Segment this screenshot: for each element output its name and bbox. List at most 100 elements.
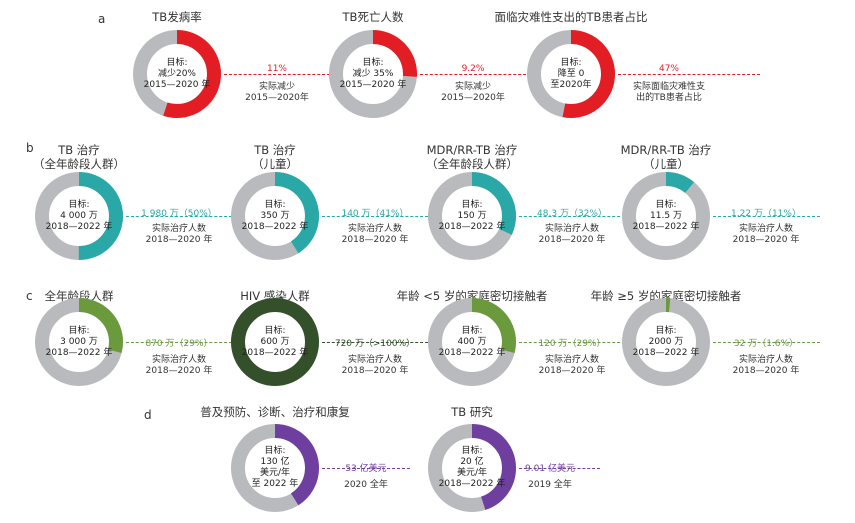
ring-svg [428, 298, 516, 386]
ring-title-text: HIV 感染人群 [240, 289, 310, 303]
actual-description-label: 实际治疗人数 2018—2020 年 [706, 355, 826, 377]
actual-value-label: 120 万（29%） [538, 339, 606, 349]
actual-label-line: 2019 全年 [528, 480, 572, 490]
dashed-connector [519, 468, 600, 469]
actual-description-label: 实际治疗人数 2018—2020 年 [315, 355, 435, 377]
target-line: 2015—2020 年 [143, 79, 211, 90]
ring-title: HIV 感染人群 [165, 289, 385, 303]
actual-value-label: 32 万（1.6%） [733, 339, 799, 349]
actual-label-line: 2018—2020 年 [538, 366, 606, 376]
actual-value-label: 1 980 万（50%） [141, 209, 217, 219]
progress-ring: 目标: 600 万 2018—2022 年 [231, 298, 319, 386]
actual-description-label: 2019 全年 [490, 480, 610, 491]
ring-progress-arc [231, 298, 319, 386]
actual-label-line: 2018—2020 年 [732, 366, 800, 376]
actual-label-line: 2020 全年 [344, 480, 388, 490]
target-line: 目标: [461, 325, 483, 336]
target-line: 2018—2022 年 [632, 347, 700, 358]
target-line: 减少20% [157, 68, 196, 79]
ring-progress-arc [428, 298, 516, 386]
target-line: 2015—2020 年 [339, 79, 407, 90]
ring-title: MDR/RR-TB 治疗 （全年龄段人群） [362, 143, 582, 171]
actual-label-line: 实际治疗人数 [151, 355, 206, 365]
dashed-connector [519, 216, 625, 217]
ring-title-text: TB 治疗 [254, 143, 296, 157]
ring-title: 年龄 <5 岁的家庭密切接触者 [362, 289, 582, 303]
target-line: 美元/年 [456, 468, 488, 478]
progress-ring: 目标: 3 000 万 2018—2022 年 [35, 298, 123, 386]
target-line: 目标: [68, 199, 90, 210]
ring-target-text: 目标: 3 000 万 2018—2022 年 [35, 298, 123, 386]
progress-ring: 目标: 减少20% 2015—2020 年 [133, 30, 221, 118]
target-line: 2018—2022 年 [438, 347, 506, 358]
actual-label-line: 2018—2020 年 [341, 366, 409, 376]
actual-label-line: 2018—2020 年 [145, 235, 213, 245]
target-line: 11.5 万 [650, 210, 682, 221]
target-line: 至 2022 年 [251, 479, 299, 489]
progress-ring: 目标: 400 万 2018—2022 年 [428, 298, 516, 386]
ring-target-text: 目标: 20 亿美元/年 2018—2022 年 [428, 424, 516, 512]
ring-progress-arc [622, 172, 710, 260]
ring-title: 普及预防、诊断、治疗和康复 [165, 405, 385, 419]
actual-label-line: 实际治疗人数 [347, 355, 402, 365]
dashed-connector [713, 342, 820, 343]
actual-description-label: 实际减少 2015—2020年 [217, 82, 337, 104]
ring-target-text: 目标: 11.5 万 2018—2022 年 [622, 172, 710, 260]
ring-title-text: 面临灾难性支出的TB患者占比 [494, 10, 648, 24]
actual-label-line: 实际面临灾难性支 [632, 82, 705, 92]
actual-value-label: 9.2% [461, 64, 485, 74]
ring-target-text: 目标: 减少20% 2015—2020 年 [133, 30, 221, 118]
target-line: 目标: [655, 199, 677, 210]
actual-label-line: 实际治疗人数 [738, 224, 793, 234]
ring-svg [231, 172, 319, 260]
ring-svg [622, 172, 710, 260]
ring-subtitle-text: （全年龄段人群） [426, 157, 518, 171]
ring-progress-arc [527, 30, 615, 118]
ring-title-text: 全年龄段人群 [44, 289, 114, 303]
target-line: 目标: [560, 57, 582, 68]
ring-title-text: 普及预防、诊断、治疗和康复 [200, 405, 350, 419]
target-line: 目标: [461, 446, 483, 456]
actual-description-label: 实际治疗人数 2018—2020 年 [119, 355, 239, 377]
target-line: 2000 万 [648, 336, 684, 347]
dashed-connector [126, 342, 232, 343]
dashed-connector [126, 216, 232, 217]
progress-ring: 目标: 降至 0 至2020年 [527, 30, 615, 118]
actual-label-line: 实际治疗人数 [347, 224, 402, 234]
target-line: 2018—2022 年 [45, 347, 113, 358]
ring-target-text: 目标: 600 万 2018—2022 年 [231, 298, 319, 386]
actual-description-label: 实际治疗人数 2018—2020 年 [706, 224, 826, 246]
actual-value-label: 1.22 万（11%） [731, 209, 801, 219]
target-line: 4 000 万 [60, 210, 98, 221]
actual-value-label: 870 万（29%） [145, 339, 213, 349]
ring-progress-arc [133, 30, 221, 118]
dashed-connector [322, 216, 428, 217]
dashed-connector [519, 342, 625, 343]
ring-svg [622, 298, 710, 386]
target-line: 降至 0 [557, 68, 585, 79]
ring-title-text: TB死亡人数 [342, 10, 404, 24]
actual-value-label: 47% [658, 64, 679, 74]
actual-description-label: 实际减少 2015—2020年 [413, 82, 533, 104]
progress-ring: 目标: 2000 万 2018—2022 年 [622, 298, 710, 386]
ring-target-text: 目标: 减少 35% 2015—2020 年 [329, 30, 417, 118]
ring-title: TB死亡人数 [263, 10, 483, 24]
ring-title: MDR/RR-TB 治疗 （儿童） [556, 143, 776, 171]
section-letter-d: d [144, 408, 152, 422]
ring-title: TB发病率 [67, 10, 287, 24]
target-line: 目标: [264, 446, 286, 456]
actual-label-line: 2018—2020 年 [538, 235, 606, 245]
progress-ring: 目标: 4 000 万 2018—2022 年 [35, 172, 123, 260]
ring-svg [231, 298, 319, 386]
actual-label-line: 实际治疗人数 [544, 224, 599, 234]
target-line: 目标: [655, 325, 677, 336]
target-line: 目标: [264, 199, 286, 210]
ring-target-text: 目标: 130 亿美元/年至 2022 年 [231, 424, 319, 512]
target-line: 600 万 [260, 336, 290, 347]
ring-svg [231, 424, 319, 512]
target-line: 350 万 [260, 210, 290, 221]
target-line: 2018—2022 年 [438, 221, 506, 232]
ring-title: TB 治疗 （儿童） [165, 143, 385, 171]
ring-progress-arc [428, 172, 516, 260]
